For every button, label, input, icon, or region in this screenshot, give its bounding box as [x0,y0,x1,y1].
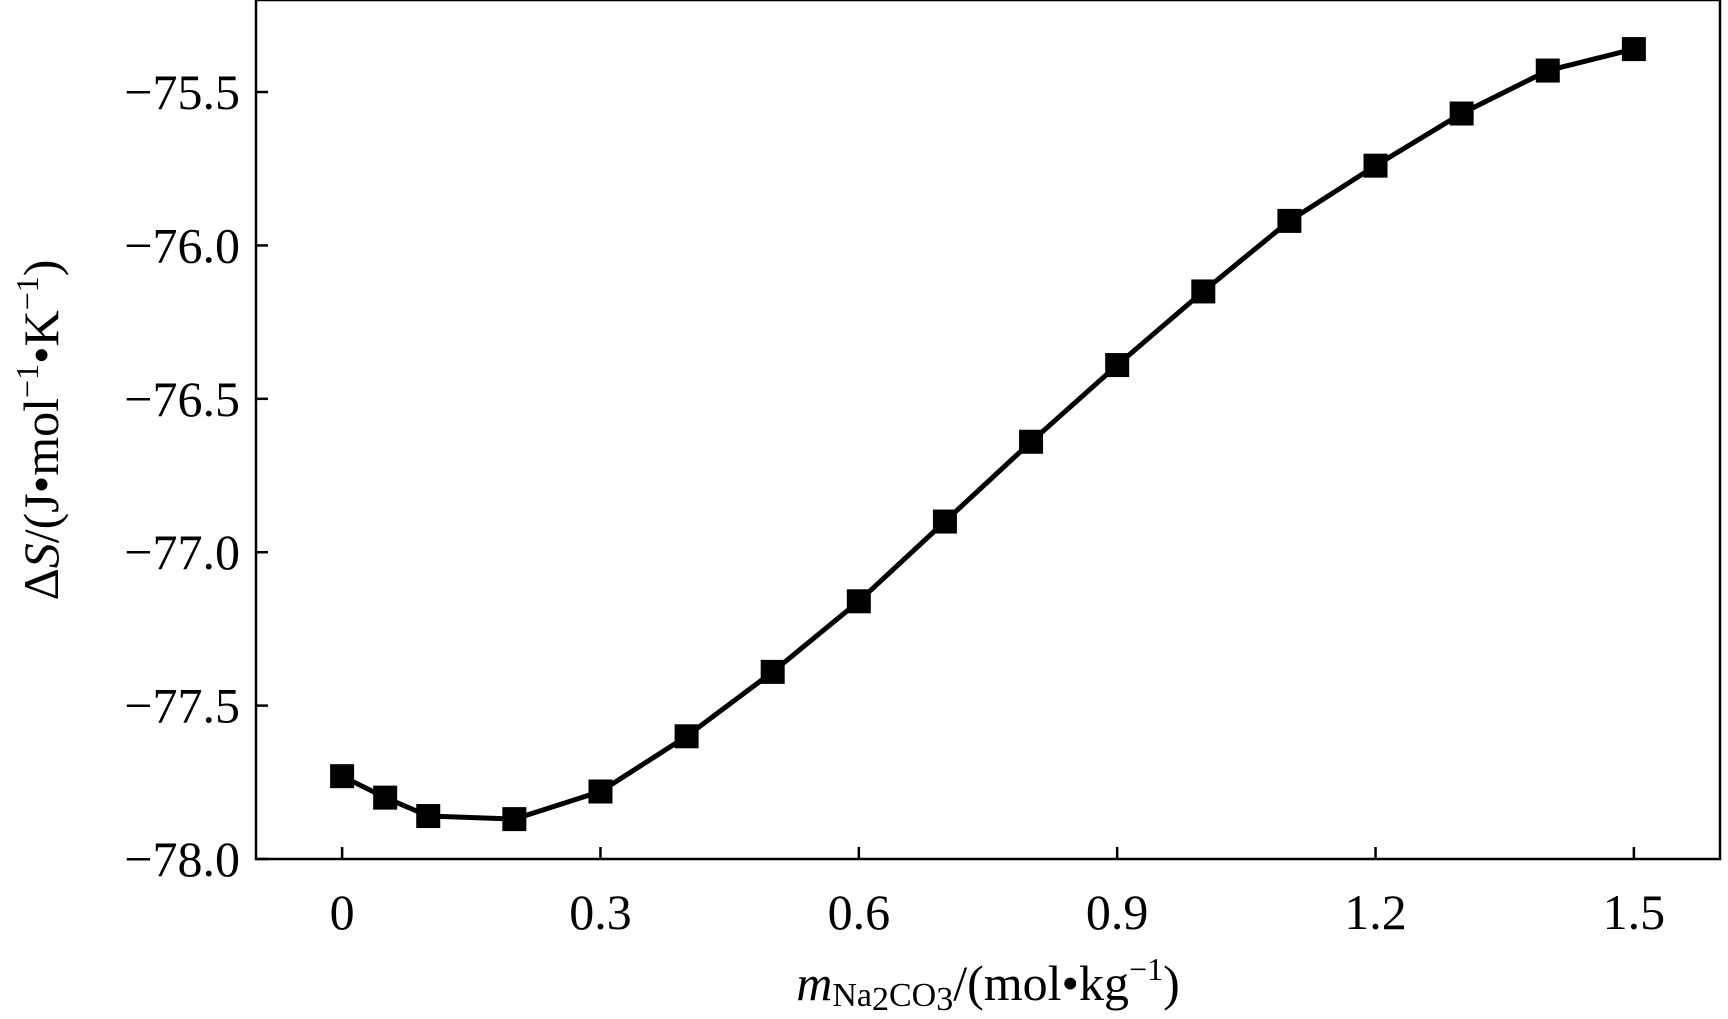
data-point [373,785,398,810]
y-tick-label: −76.0 [124,217,240,273]
y-label-exp1: −1 [9,364,45,398]
data-point [1363,153,1388,178]
data-point [846,589,871,614]
data-point [416,804,441,829]
data-point [1449,101,1474,126]
y-label-unit2: •K [13,310,69,364]
x-label-unit: /(mol•kg [953,955,1129,1011]
series-line [340,46,1635,822]
x-tick-label: 1.5 [1603,884,1666,940]
y-label-close: ) [13,260,69,277]
data-point [1277,208,1302,233]
data-point [588,779,613,804]
data-point [1535,58,1560,83]
y-label-exp2: −1 [9,276,45,310]
plot-frame [254,0,1722,861]
y-tick-label: −77.0 [124,524,240,580]
x-label-sub3: 3 [936,981,953,1018]
x-label-na: Na [832,977,872,1014]
x-label-exp: −1 [1129,951,1163,987]
data-point [1191,279,1216,304]
data-point [932,509,957,534]
x-tick-label: 0.6 [828,884,891,940]
x-label-m: m [796,955,832,1011]
x-label-co: CO [889,977,936,1014]
series-markers [330,37,1646,832]
x-label-close: ) [1163,955,1180,1011]
y-tick-label: −77.5 [124,678,240,734]
x-tick-label: 0.9 [1086,884,1149,940]
data-point [760,659,785,684]
y-axis-label: ΔS/(J•mol−1•K−1) [9,260,69,601]
y-tick-label: −75.5 [124,64,240,120]
y-label-delta: Δ [13,568,69,600]
x-tick-labels: 0 0.3 0.6 0.9 1.2 1.5 [330,884,1666,940]
y-label-unit1: /(J•mol [13,398,69,543]
x-tick-label: 0 [330,884,355,940]
y-tick-labels: −78.0 −77.5 −77.0 −76.5 −76.0 −75.5 [124,64,240,887]
x-label-sub2: 2 [872,981,889,1018]
y-tick-label: −76.5 [124,371,240,427]
data-point [1019,429,1044,454]
x-tick-label: 1.2 [1344,884,1407,940]
data-point [1621,37,1646,62]
data-point [502,807,527,832]
y-tick-label: −78.0 [124,831,240,887]
x-axis-label: mNa2CO3/(mol•kg−1) [796,951,1180,1018]
data-point [330,764,355,789]
x-tick-label: 0.3 [569,884,632,940]
data-point [674,724,699,749]
data-point [1105,353,1130,378]
axis-ticks [256,90,1636,861]
y-label-s: S [13,543,69,568]
